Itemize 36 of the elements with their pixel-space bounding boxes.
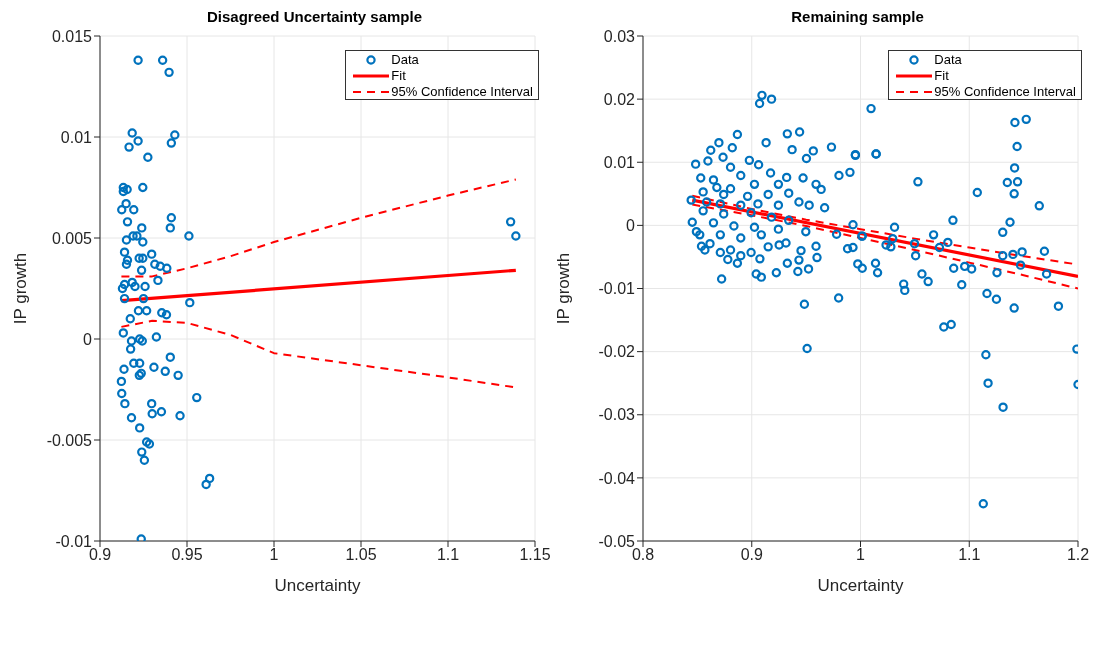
x-axis-title: Uncertainty [817,576,904,595]
legend-label: Data [391,51,419,67]
y-tick-label: 0.01 [60,128,93,146]
x-tick-label: 1 [269,546,279,564]
y-tick-label: -0.005 [46,431,93,449]
y-tick-label: -0.02 [598,343,636,361]
chart-title: Disagreed Uncertainty sample [205,8,424,26]
y-tick-label: 0 [83,330,93,348]
legend-label: Fit [391,67,406,83]
y-tick-label: -0.01 [598,280,636,298]
y-tick-label: 0.01 [603,153,636,171]
x-tick-label: 1.2 [1066,546,1090,564]
legend-label: 95% Confidence Interval [391,83,533,99]
x-tick-label: 0.9 [88,546,112,564]
y-axis-title: IP growth [554,252,574,325]
y-tick-label: 0.03 [603,27,636,45]
y-tick-label: -0.03 [598,406,636,424]
x-tick-label: 1.1 [958,546,981,564]
y-tick-label: 0.015 [51,27,93,45]
x-axis-title: Uncertainty [274,576,361,595]
x-tick-label: 0.9 [740,546,763,564]
y-tick-label: 0 [626,217,636,235]
y-tick-label: 0.02 [603,90,636,108]
x-tick-label: 1.1 [436,546,460,564]
legend-label: Fit [934,67,949,83]
x-tick-label: 1.15 [519,546,551,564]
chart-title: Remaining sample [790,8,925,26]
x-tick-label: 1.05 [345,546,377,564]
x-tick-label: 0.95 [171,546,203,564]
y-tick-label: -0.04 [598,469,636,487]
legend-label: 95% Confidence Interval [934,83,1076,99]
x-tick-label: 0.8 [631,546,655,564]
y-tick-label: 0.005 [51,229,93,247]
y-axis-title: IP growth [11,252,31,325]
legend-label: Data [934,51,962,67]
x-tick-label: 1 [856,546,866,564]
